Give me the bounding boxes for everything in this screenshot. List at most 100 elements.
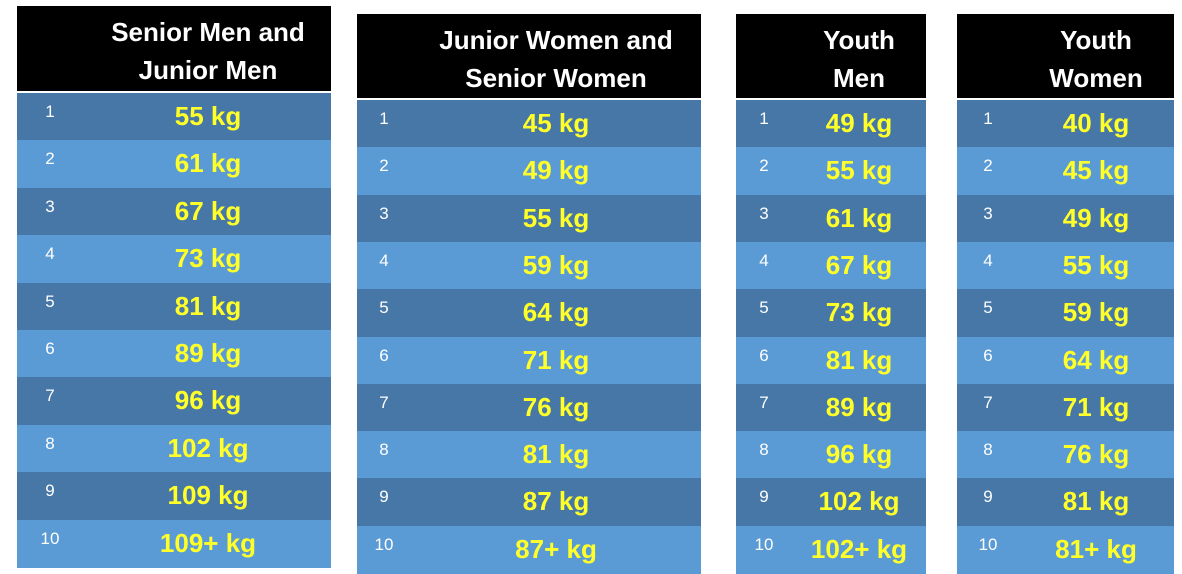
row-number: 7: [45, 386, 55, 406]
row-number: 8: [379, 440, 389, 460]
header-text: Youth: [823, 25, 895, 55]
weight-class: 61 kg: [174, 148, 242, 179]
row-number: 1: [759, 109, 769, 128]
weight-table: Youth Men 1 49 kg 2 55 kg 3 61 kg 4 67 kg 5 73 kg 6 8…: [736, 14, 926, 574]
weight-table: Youth Women 1 40 kg 2 45 kg 3 49 kg 4 55 kg 5 59 kg…: [957, 14, 1174, 574]
weight-class: 76 kg: [1062, 439, 1130, 470]
row-number: 5: [983, 298, 993, 318]
table-row: 2 55 kg: [736, 147, 926, 196]
table-row: 2 45 kg: [957, 147, 1174, 196]
table-row: 5 64 kg: [357, 289, 701, 338]
header-text: Junior Men: [138, 55, 278, 85]
weight-class: 71 kg: [1062, 391, 1130, 422]
weight-class: 55 kg: [825, 155, 893, 186]
weight-class: 87+ kg: [515, 533, 597, 564]
weight-class: 45 kg: [1062, 155, 1130, 186]
row-number: 8: [983, 440, 993, 460]
row-number: 5: [45, 291, 55, 311]
row-number: 10: [754, 534, 774, 554]
weight-class: 102 kg: [167, 432, 249, 463]
table-row: 2 61 kg: [17, 140, 331, 189]
table-row: 9 87 kg: [357, 478, 701, 527]
weight-class: 109 kg: [167, 480, 249, 511]
table-row: 6 64 kg: [957, 336, 1174, 385]
row-number: 4: [759, 250, 769, 270]
row-number: 9: [45, 481, 55, 501]
row-number: 2: [983, 156, 993, 176]
row-number: 9: [379, 487, 389, 507]
table-row: 6 71 kg: [357, 336, 701, 385]
weight-class: 81 kg: [522, 439, 590, 470]
weight-class: 109+ kg: [159, 527, 257, 558]
weight-class: 71 kg: [522, 344, 590, 375]
table-row: 6 81 kg: [736, 336, 926, 385]
table-row: 8 96 kg: [736, 431, 926, 480]
table-row: 4 73 kg: [17, 235, 331, 284]
table-row: 9 109 kg: [17, 472, 331, 521]
table-row: 7 89 kg: [736, 383, 926, 432]
row-number: 2: [379, 156, 389, 176]
row-number: 5: [759, 298, 769, 318]
row-number: 10: [374, 534, 394, 554]
table-header: Junior Women and Senior Women: [357, 14, 701, 98]
weight-class: 81 kg: [825, 344, 893, 375]
table-row: 5 81 kg: [17, 282, 331, 331]
weight-class: 67 kg: [174, 195, 242, 226]
row-number: 1: [45, 102, 55, 121]
table-row: 1 45 kg: [357, 100, 701, 148]
row-number: 3: [983, 203, 993, 223]
header-text: Senior Men and: [111, 17, 305, 47]
header-text: Junior Women and: [439, 25, 673, 55]
row-number: 3: [379, 203, 389, 223]
row-number: 8: [759, 440, 769, 460]
weight-class: 102 kg: [818, 486, 900, 517]
table-row: 10 109+ kg: [17, 519, 331, 568]
table-header: Youth Women: [957, 14, 1174, 98]
weight-class: 59 kg: [1062, 297, 1130, 328]
weight-class: 49 kg: [1062, 202, 1130, 233]
row-number: 4: [983, 250, 993, 270]
weight-class: 81 kg: [1062, 486, 1130, 517]
row-number: 6: [45, 339, 55, 358]
row-number: 7: [983, 392, 993, 412]
weight-class: 40 kg: [1062, 108, 1130, 138]
weight-class: 89 kg: [825, 391, 893, 422]
weight-class: 81+ kg: [1055, 533, 1137, 564]
row-number: 6: [983, 345, 993, 365]
table-row: 1 55 kg: [17, 93, 331, 141]
row-number: 4: [379, 250, 389, 270]
weight-table: Senior Men and Junior Men 1 55 kg 2 61 kg 3 67 …: [17, 6, 331, 568]
weight-class: 76 kg: [522, 391, 590, 422]
table-row: 7 71 kg: [957, 383, 1174, 432]
row-number: 9: [983, 487, 993, 507]
row-number: 7: [759, 392, 769, 412]
table-row: 3 61 kg: [736, 194, 926, 243]
weight-class: 49 kg: [522, 155, 590, 186]
row-number: 1: [379, 109, 389, 128]
table-row: 3 55 kg: [357, 194, 701, 243]
row-number: 3: [45, 196, 55, 216]
table-row: 5 73 kg: [736, 289, 926, 338]
table-row: 9 81 kg: [957, 478, 1174, 527]
table-row: 8 102 kg: [17, 424, 331, 473]
weight-class: 96 kg: [174, 385, 242, 416]
weight-class: 87 kg: [522, 486, 590, 517]
table-row: 4 67 kg: [736, 241, 926, 290]
table-row: 2 49 kg: [357, 147, 701, 196]
row-number: 4: [45, 244, 55, 264]
table-row: 3 67 kg: [17, 187, 331, 236]
weight-class: 55 kg: [1062, 249, 1130, 280]
row-number: 6: [759, 345, 769, 365]
table-row: 10 81+ kg: [957, 525, 1174, 574]
weight-class: 55 kg: [174, 101, 242, 131]
header-text: Women: [1049, 63, 1143, 93]
weight-class: 64 kg: [522, 297, 590, 328]
table-row: 10 87+ kg: [357, 525, 701, 574]
row-number: 5: [379, 298, 389, 318]
table-row: 1 49 kg: [736, 100, 926, 148]
row-number: 8: [45, 433, 55, 453]
weight-class: 81 kg: [174, 290, 242, 321]
weight-class: 89 kg: [174, 338, 242, 368]
weight-class: 102+ kg: [810, 533, 908, 564]
table-row: 6 89 kg: [17, 330, 331, 378]
